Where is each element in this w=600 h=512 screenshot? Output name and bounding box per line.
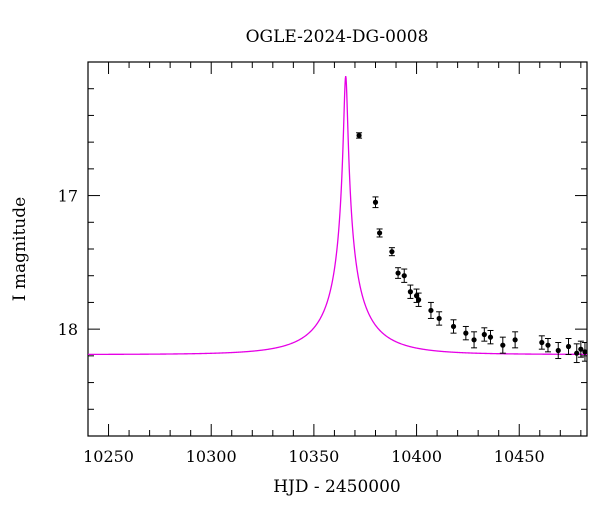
y-axis-label: I magnitude [10, 197, 30, 301]
data-marker [565, 343, 572, 350]
data-marker [500, 342, 506, 348]
data-point [499, 336, 506, 354]
data-marker [574, 350, 580, 356]
data-point [565, 337, 572, 356]
data-marker [413, 293, 420, 299]
data-marker [389, 249, 395, 255]
y-tick-label: 17 [58, 187, 78, 206]
model-curve [88, 75, 587, 356]
data-marker [539, 339, 545, 346]
data-point [427, 301, 434, 319]
data-point [538, 335, 545, 350]
data-point [512, 331, 519, 349]
x-axis-label: HJD - 2450000 [273, 477, 401, 497]
data-marker [487, 334, 494, 340]
data-point [407, 284, 414, 299]
x-tick-label: 10450 [494, 447, 545, 466]
data-marker [372, 199, 379, 205]
x-tick-label: 10300 [186, 447, 237, 466]
data-point [372, 196, 379, 209]
data-point [544, 337, 551, 353]
data-point [450, 319, 457, 334]
data-marker [545, 342, 551, 348]
data-marker [436, 315, 442, 322]
axis-ticks [87, 61, 587, 437]
data-point [388, 247, 395, 257]
data-marker [450, 323, 457, 330]
data-marker [407, 289, 413, 295]
axis-tick-labels: 10250 10300 10350 10400 10450 17 18 [58, 187, 545, 466]
data-marker [395, 270, 401, 276]
data-marker [481, 331, 487, 338]
data-point [471, 331, 478, 349]
chart-title: OGLE-2024-DG-0008 [246, 27, 429, 47]
data-marker [416, 297, 422, 303]
data-point [376, 228, 383, 238]
data-marker [401, 273, 407, 279]
data-marker [376, 230, 383, 236]
data-marker [578, 346, 584, 352]
data-marker [428, 307, 434, 314]
data-point [555, 342, 562, 360]
data-point [481, 327, 488, 342]
data-point [395, 267, 402, 279]
data-point [356, 132, 363, 139]
data-point [577, 340, 584, 358]
data-marker [512, 337, 518, 343]
y-tick-label: 18 [58, 320, 78, 339]
data-point [462, 325, 469, 341]
x-tick-label: 10250 [83, 447, 134, 466]
data-marker [555, 347, 561, 354]
data-point [401, 268, 408, 283]
data-point [415, 292, 422, 307]
data-point [487, 329, 494, 345]
data-marker [582, 349, 587, 355]
data-marker [463, 330, 469, 336]
data-point [581, 342, 587, 362]
x-tick-label: 10400 [391, 447, 442, 466]
data-marker [471, 337, 477, 343]
data-points [356, 132, 587, 364]
data-marker [356, 132, 362, 139]
data-point [436, 311, 443, 326]
data-point [573, 343, 580, 364]
x-tick-label: 10350 [288, 447, 339, 466]
